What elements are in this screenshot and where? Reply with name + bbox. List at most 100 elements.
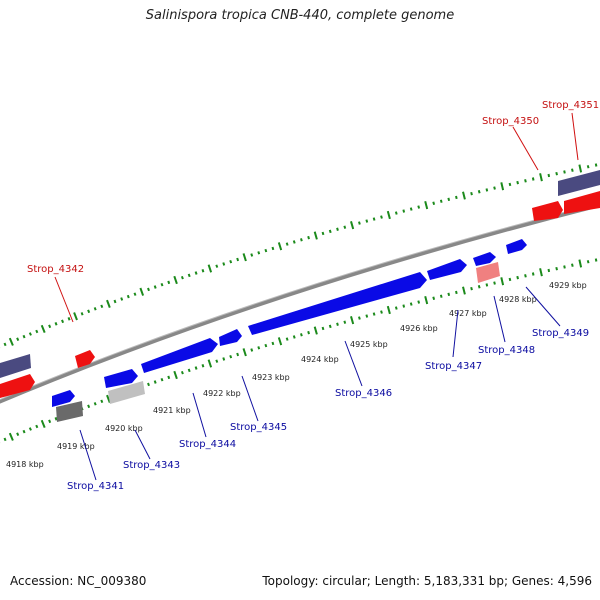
outer-tick	[462, 191, 466, 200]
inner-tick	[524, 274, 527, 278]
outer-tick	[555, 171, 558, 176]
outer-tick	[439, 199, 443, 203]
leader-Strop_4342	[54, 276, 74, 323]
gene-label-Strop_4342[interactable]: Strop_4342	[27, 264, 84, 275]
gene-feature-Strop_4344[interactable]	[141, 338, 218, 373]
inner-tick	[236, 352, 240, 357]
inner-tick	[417, 300, 421, 304]
outer-tick	[28, 332, 32, 336]
outer-tick	[180, 275, 184, 280]
gene-feature-Strop_4345[interactable]	[219, 329, 242, 346]
outer-tick	[470, 191, 473, 196]
gene-feature-Strop_4341-upper	[52, 390, 75, 407]
gene-feature-Strop_4349[interactable]	[506, 239, 527, 254]
scale-label-4921: 4921 kbp	[153, 406, 191, 415]
inner-tick	[447, 292, 451, 297]
outer-tick	[271, 246, 275, 251]
inner-tick	[555, 266, 558, 271]
outer-tick	[16, 337, 20, 341]
outer-tick	[106, 299, 111, 308]
gene-feature-Strop_4343[interactable]	[104, 369, 138, 388]
inner-tick	[8, 432, 14, 441]
genome-backbone-highlight	[0, 202, 600, 401]
gene-feature-Strop_4342[interactable]	[75, 350, 95, 368]
inner-tick	[194, 366, 198, 370]
inner-tick	[292, 335, 296, 339]
gene-label-Strop_4344[interactable]: Strop_4344	[179, 439, 236, 450]
outer-tick	[73, 312, 78, 321]
outer-tick	[40, 324, 46, 333]
inner-tick	[578, 259, 583, 268]
gene-label-Strop_4350[interactable]: Strop_4350	[482, 116, 539, 127]
inner-tick	[147, 382, 150, 387]
scale-label-4924: 4924 kbp	[301, 355, 339, 364]
map-title: Salinispora tropica CNB-440, complete ge…	[145, 8, 455, 23]
outer-tick	[194, 271, 198, 275]
inner-tick	[207, 359, 213, 368]
outer-tick	[100, 304, 104, 309]
inner-tick	[54, 417, 58, 421]
inner-tick	[424, 296, 429, 305]
inner-tick	[394, 306, 398, 310]
inner-tick	[3, 437, 7, 442]
outer-tick	[313, 231, 318, 240]
outer-tick	[578, 164, 583, 173]
gene-label-Strop_4349[interactable]: Strop_4349	[532, 328, 589, 339]
outer-tick	[547, 173, 551, 178]
gene-label-Strop_4346[interactable]: Strop_4346	[335, 388, 392, 399]
inner-tick	[358, 316, 361, 320]
inner-tick	[93, 402, 97, 406]
outer-tick	[222, 262, 226, 266]
scale-label-4927: 4927 kbp	[449, 309, 487, 318]
leader-Strop_4349	[525, 286, 561, 327]
pseudo-feature-4348	[476, 262, 500, 283]
reverse-cds-left	[0, 374, 35, 398]
inner-tick	[277, 337, 283, 346]
gray-feature-4343	[108, 381, 145, 404]
outer-tick	[477, 190, 481, 194]
inner-tick	[350, 316, 355, 325]
inner-tick	[485, 283, 489, 287]
outer-tick	[187, 273, 191, 278]
gene-feature-Strop_4347[interactable]	[427, 259, 467, 280]
inner-tick	[409, 302, 413, 306]
inner-tick	[35, 424, 39, 429]
outer-tick	[22, 334, 26, 339]
inner-tick	[547, 268, 551, 273]
outer-tick	[563, 170, 566, 174]
outer-tick	[257, 251, 261, 255]
gene-label-Strop_4351[interactable]: Strop_4351	[542, 100, 599, 111]
inner-tick	[153, 380, 157, 384]
gene-label-Strop_4347[interactable]: Strop_4347	[425, 361, 482, 372]
outer-tick	[120, 297, 124, 301]
gene-feature-Strop_4351[interactable]	[564, 191, 600, 214]
outer-tick	[153, 285, 157, 289]
gene-feature-Strop_4350[interactable]	[532, 201, 563, 221]
inner-tick	[402, 304, 406, 308]
gene-label-Strop_4341[interactable]: Strop_4341	[67, 481, 124, 492]
gene-label-Strop_4348[interactable]: Strop_4348	[478, 345, 535, 356]
inner-tick	[493, 281, 496, 285]
outer-tick	[207, 264, 213, 273]
gene-feature-Strop_4346[interactable]	[248, 272, 427, 335]
outer-tick	[48, 324, 52, 329]
outer-tick	[54, 322, 58, 326]
leader-Strop_4341	[79, 429, 97, 481]
gene-feature-Strop_4348[interactable]	[473, 252, 496, 266]
outer-tick	[113, 299, 117, 304]
outer-tick	[372, 217, 376, 221]
outer-tick	[424, 201, 429, 210]
scale-label-4926: 4926 kbp	[400, 324, 438, 333]
inner-tick	[477, 285, 481, 289]
gene-label-Strop_4343[interactable]: Strop_4343	[123, 460, 180, 471]
outer-tick	[160, 282, 164, 287]
outer-tick	[350, 221, 355, 230]
inner-tick	[100, 399, 104, 404]
inner-tick	[386, 305, 391, 315]
accession-label: Accession: NC_009380	[10, 574, 147, 588]
outer-tick	[173, 275, 178, 285]
gene-feature-Strop_4341[interactable]	[56, 401, 83, 422]
scale-label-4923: 4923 kbp	[252, 373, 290, 382]
gene-label-Strop_4345[interactable]: Strop_4345	[230, 422, 287, 433]
